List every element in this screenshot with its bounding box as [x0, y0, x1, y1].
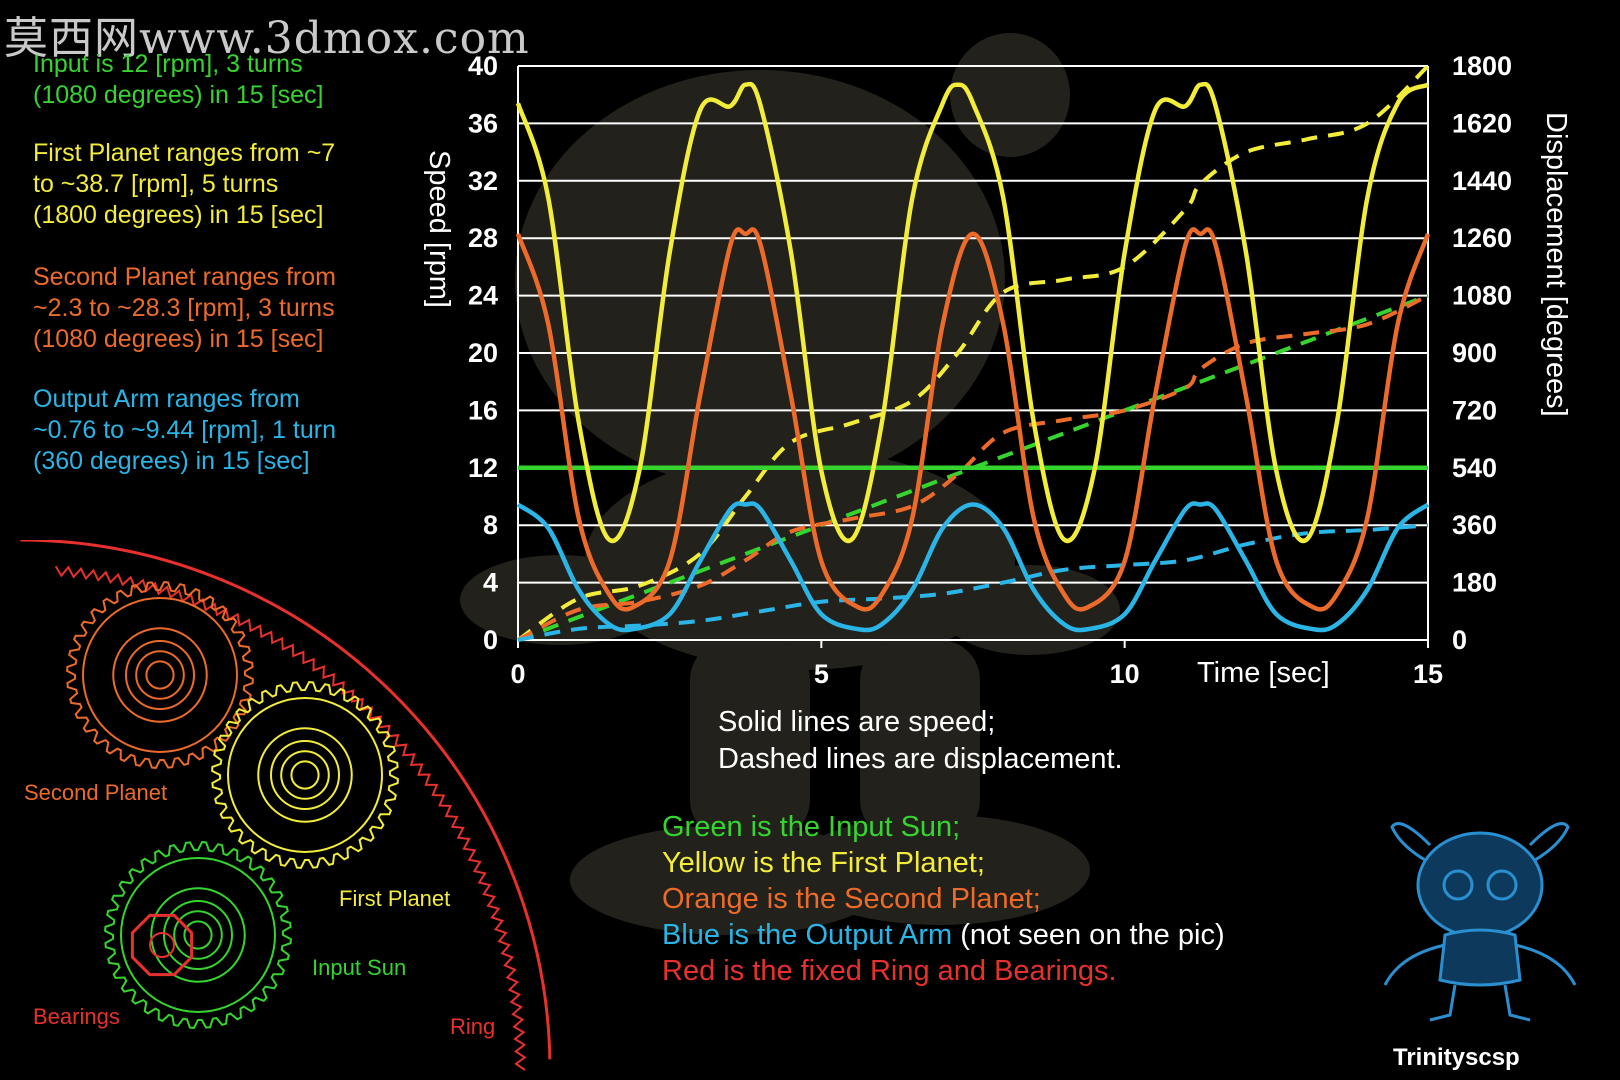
gear-diagram — [20, 540, 552, 1071]
y-tick-label: 0 — [483, 625, 498, 655]
label-second-planet: Second Planet — [24, 780, 168, 805]
second-planet-gear — [66, 581, 254, 769]
speed-line-second-planet — [515, 227, 1431, 612]
x-axis-title: Time [sec] — [1197, 657, 1330, 689]
y-tick-label: 28 — [468, 223, 498, 253]
y2-tick-label: 1800 — [1452, 51, 1512, 81]
color-legend: Green is the Input Sun; Yellow is the Fi… — [662, 809, 1225, 989]
label-bearings: Bearings — [33, 1004, 120, 1029]
legend-first-planet-text: Yellow is the First Planet; — [662, 847, 985, 879]
x-tick-label: 10 — [1110, 659, 1140, 689]
watermark: 莫西网www.3dmox.com — [4, 13, 530, 64]
info-output-arm: Output Arm ranges from ~0.76 to ~9.44 [r… — [33, 384, 413, 477]
legend-ring-text: Red is the fixed Ring and Bearings. — [662, 955, 1117, 987]
y-tick-label: 36 — [468, 108, 498, 138]
y2-tick-label: 0 — [1452, 625, 1467, 655]
displacement-line-output-arm — [517, 523, 1429, 642]
y2-tick-label: 540 — [1452, 453, 1497, 483]
info-input: Input is 12 [rpm], 3 turns (1080 degrees… — [33, 49, 413, 111]
y-tick-label: 12 — [468, 453, 498, 483]
x-tick-label: 15 — [1413, 659, 1443, 689]
legend-input-sun-text: Green is the Input Sun; — [662, 811, 961, 843]
y-tick-label: 8 — [483, 510, 498, 540]
series-lines — [515, 64, 1431, 642]
axes — [517, 66, 1429, 648]
info-output-arm-text: Output Arm ranges from ~0.76 to ~9.44 [r… — [33, 385, 336, 475]
chart-note: Solid lines are speed; Dashed lines are … — [718, 706, 1123, 775]
y-tick-label: 32 — [468, 166, 498, 196]
info-second-planet: Second Planet ranges from ~2.3 to ~28.3 … — [33, 262, 413, 355]
y2-tick-label: 1440 — [1452, 166, 1512, 196]
speed-line-output-arm — [516, 501, 1430, 633]
displacement-line-second-planet — [517, 293, 1429, 642]
x-tick-label: 0 — [510, 659, 525, 689]
label-input-sun: Input Sun — [312, 955, 407, 980]
first-planet-gear — [211, 681, 399, 869]
legend-output-arm-text: Blue is the Output Arm — [662, 919, 953, 951]
y2-tick-label: 1080 — [1452, 281, 1512, 311]
info-input-text: Input is 12 [rpm], 3 turns (1080 degrees… — [33, 50, 324, 109]
y-tick-label: 24 — [468, 281, 498, 311]
displacement-line-first-planet — [516, 64, 1430, 642]
label-first-planet: First Planet — [339, 886, 451, 911]
y2-tick-label: 1620 — [1452, 108, 1512, 138]
bearings-icon — [130, 913, 194, 977]
info-first-planet-text: First Planet ranges from ~7 to ~38.7 [rp… — [33, 139, 336, 229]
y2-tick-label: 720 — [1452, 395, 1497, 425]
y2-tick-label: 360 — [1452, 510, 1497, 540]
ring-gear — [20, 540, 552, 1071]
x-tick-label: 5 — [814, 659, 829, 689]
speed-line-first-planet — [515, 81, 1430, 544]
y2-tick-label: 1260 — [1452, 223, 1512, 253]
y2-tick-label: 900 — [1452, 338, 1497, 368]
info-second-planet-text: Second Planet ranges from ~2.3 to ~28.3 … — [33, 263, 336, 353]
y-tick-label: 20 — [468, 338, 498, 368]
legend-second-planet-text: Orange is the Second Planet; — [662, 883, 1041, 915]
legend-second-planet: Orange is the Second Planet; — [662, 881, 1225, 917]
y-tick-label: 4 — [483, 568, 498, 598]
legend-output-arm-extra: (not seen on the pic) — [952, 919, 1225, 951]
credit-label: Trinityscsp — [1393, 1044, 1520, 1071]
legend-first-planet: Yellow is the First Planet; — [662, 845, 1225, 881]
y-axis-title: Speed [rpm] — [423, 150, 455, 308]
y-tick-label: 16 — [468, 395, 498, 425]
legend-output-arm: Blue is the Output Arm (not seen on the … — [662, 917, 1225, 953]
input-sun-gear — [104, 841, 292, 1029]
info-first-planet: First Planet ranges from ~7 to ~38.7 [rp… — [33, 138, 413, 231]
y2-tick-label: 180 — [1452, 568, 1497, 598]
legend-ring: Red is the fixed Ring and Bearings. — [662, 953, 1225, 989]
mascot-figure-icon — [1383, 822, 1577, 1022]
legend-input-sun: Green is the Input Sun; — [662, 809, 1225, 845]
y2-axis-title: Displacement [degrees] — [1540, 112, 1572, 417]
label-ring: Ring — [450, 1014, 496, 1039]
y-tick-label: 40 — [468, 51, 498, 81]
